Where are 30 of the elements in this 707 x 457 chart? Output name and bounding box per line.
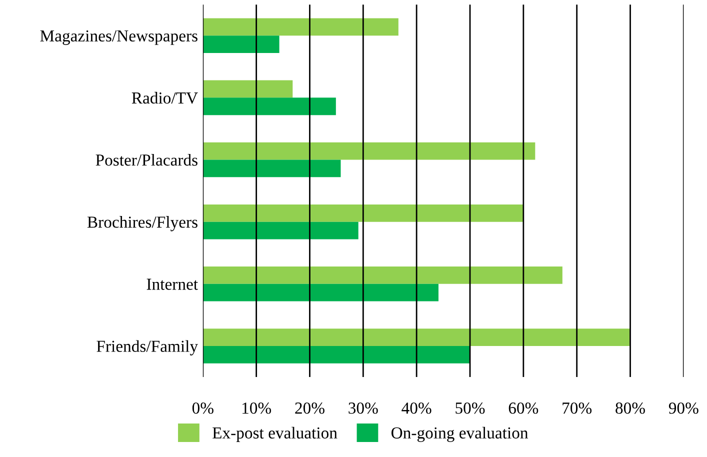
bar (202, 18, 398, 36)
x-tick-label: 60% (508, 402, 538, 414)
x-tick-label: 50% (456, 402, 485, 414)
bar (202, 36, 280, 53)
x-tick-label: 70% (562, 402, 592, 414)
x-tick-label: 10% (242, 402, 272, 414)
x-tick-label: 30% (348, 402, 378, 414)
bar (202, 204, 524, 222)
x-tick-label: 90% (668, 402, 698, 414)
y-tick-label: Brochires/Flyers (87, 216, 198, 232)
bar (202, 98, 336, 116)
x-tick-label: 0% (192, 402, 214, 414)
y-tick-label: Poster/Placards (96, 154, 198, 166)
bar (202, 284, 438, 302)
x-tick-label: 40% (402, 402, 432, 414)
y-tick-label: Friends/Family (96, 340, 198, 356)
bar (202, 266, 562, 284)
y-tick-label: Magazines/Newspapers (40, 30, 198, 45)
bar (202, 328, 630, 346)
bar (202, 142, 536, 160)
x-tick-label: 20% (295, 402, 324, 414)
bar (202, 222, 358, 240)
bar (202, 160, 341, 178)
x-tick-label: 80% (616, 402, 645, 414)
y-tick-label: Radio/TV (132, 92, 198, 104)
bar (202, 80, 293, 98)
y-tick-label: Internet (146, 278, 198, 290)
legend-label: Ex-post evaluation (212, 426, 338, 442)
legend-label: On-going evaluation (392, 426, 528, 442)
bar (202, 346, 470, 364)
